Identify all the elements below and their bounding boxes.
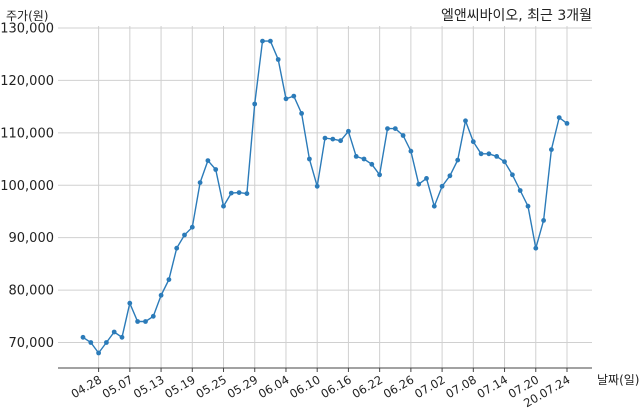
data-point (353, 154, 359, 159)
data-point (291, 93, 297, 99)
data-point (541, 218, 546, 223)
x-tick-label: 06.10 (287, 372, 323, 401)
axes (58, 367, 592, 372)
data-point (104, 340, 109, 345)
data-point (322, 135, 328, 141)
data-point (127, 300, 133, 306)
data-point (119, 334, 125, 340)
data-point (88, 340, 94, 345)
data-point (338, 138, 343, 144)
series-line (82, 40, 568, 355)
data-point (80, 334, 86, 340)
x-tick-label: 07.08 (443, 372, 479, 401)
data-point (463, 118, 468, 124)
data-point (228, 190, 234, 196)
data-point (197, 180, 203, 186)
data-point (478, 151, 484, 157)
data-point (361, 156, 367, 162)
x-tick-label: 06.22 (350, 372, 386, 401)
x-tick-label: 05.25 (193, 372, 229, 401)
y-tick-label: 80,000 (9, 284, 55, 299)
data-points (80, 38, 570, 356)
data-point (283, 96, 289, 102)
data-point (439, 183, 445, 189)
y-tick-labels: 70,000 80,000 90,000 100,000 110,000 120,000 1… (0, 22, 54, 352)
x-tick-label: 05.13 (131, 372, 167, 401)
grid-lines (58, 26, 592, 368)
data-point (307, 156, 312, 162)
data-point (377, 172, 382, 178)
x-tick-label: 06.16 (318, 372, 354, 401)
data-point (517, 188, 523, 193)
data-point (369, 161, 375, 167)
data-point (502, 159, 507, 165)
data-point (447, 173, 453, 179)
data-point (408, 148, 414, 154)
data-point (510, 172, 515, 178)
data-point (111, 329, 117, 335)
data-point (486, 151, 492, 157)
y-tick-label: 100,000 (0, 179, 54, 194)
data-point (135, 319, 141, 324)
data-point (470, 139, 476, 145)
y-tick-label: 130,000 (0, 22, 54, 37)
x-tick-label: 05.07 (100, 372, 136, 401)
data-point (236, 190, 242, 196)
data-point (564, 121, 570, 126)
data-point (455, 157, 461, 163)
data-point (525, 203, 531, 209)
data-point (158, 292, 164, 298)
x-tick-label: 07.14 (475, 372, 511, 401)
data-point (213, 167, 219, 172)
data-point (431, 203, 437, 209)
data-point (189, 224, 195, 230)
data-point (385, 126, 390, 131)
data-point (96, 350, 101, 356)
data-point (494, 154, 500, 159)
x-tick-label: 06.04 (256, 372, 292, 401)
data-point (416, 181, 422, 187)
data-point (424, 176, 429, 181)
x-tick-label: 07.02 (412, 372, 448, 401)
x-tick-label: 06.26 (381, 372, 417, 401)
y-axis-label: 주가(원) (6, 9, 48, 23)
x-tick-label: 05.19 (162, 372, 198, 401)
data-point (346, 128, 351, 134)
x-tick-label: 05.29 (225, 372, 261, 401)
x-tick-label: 04.28 (69, 372, 105, 401)
data-point (182, 232, 187, 238)
data-point (330, 136, 336, 142)
y-tick-label: 90,000 (9, 231, 55, 246)
data-point (533, 245, 539, 251)
data-point (400, 133, 406, 138)
y-tick-label: 120,000 (0, 74, 54, 89)
data-point (252, 101, 258, 107)
data-point (205, 158, 211, 164)
data-point (260, 38, 265, 44)
data-point (244, 191, 250, 197)
data-point (549, 147, 554, 153)
data-point (314, 183, 320, 189)
x-axis-label: 날짜(일) (597, 373, 639, 387)
chart-title: 엘앤씨바이오, 최근 3개월 (441, 8, 592, 24)
data-point (174, 245, 180, 251)
data-point (166, 277, 172, 282)
data-point (150, 313, 156, 319)
x-tick-labels: 04.2805.0705.1305.1905.2505.2906.0406.10… (69, 372, 573, 409)
data-point (299, 111, 304, 116)
data-point (143, 319, 148, 324)
y-tick-label: 70,000 (9, 336, 55, 351)
data-point (392, 126, 398, 131)
data-point (556, 115, 562, 120)
y-tick-label: 110,000 (0, 126, 54, 141)
data-point (275, 57, 281, 62)
data-point (221, 203, 226, 209)
data-point (268, 38, 273, 44)
